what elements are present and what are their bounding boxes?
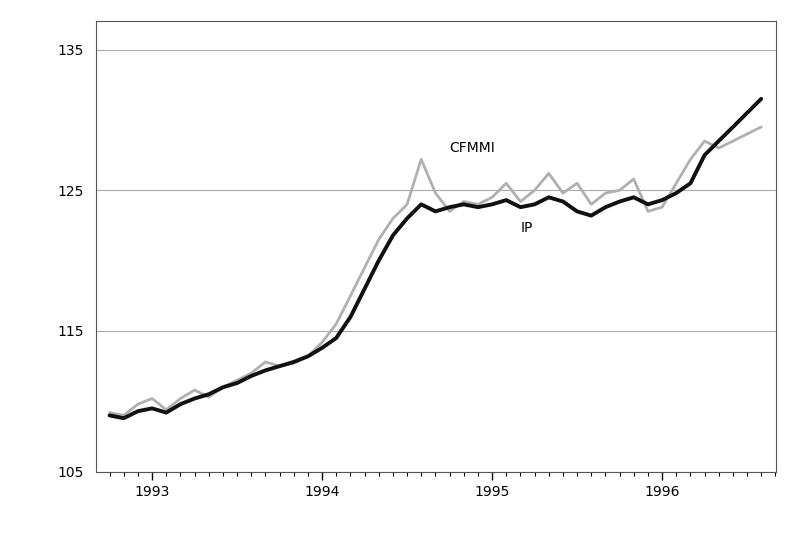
Text: IP: IP	[521, 221, 533, 235]
Text: CFMMI: CFMMI	[450, 141, 495, 155]
